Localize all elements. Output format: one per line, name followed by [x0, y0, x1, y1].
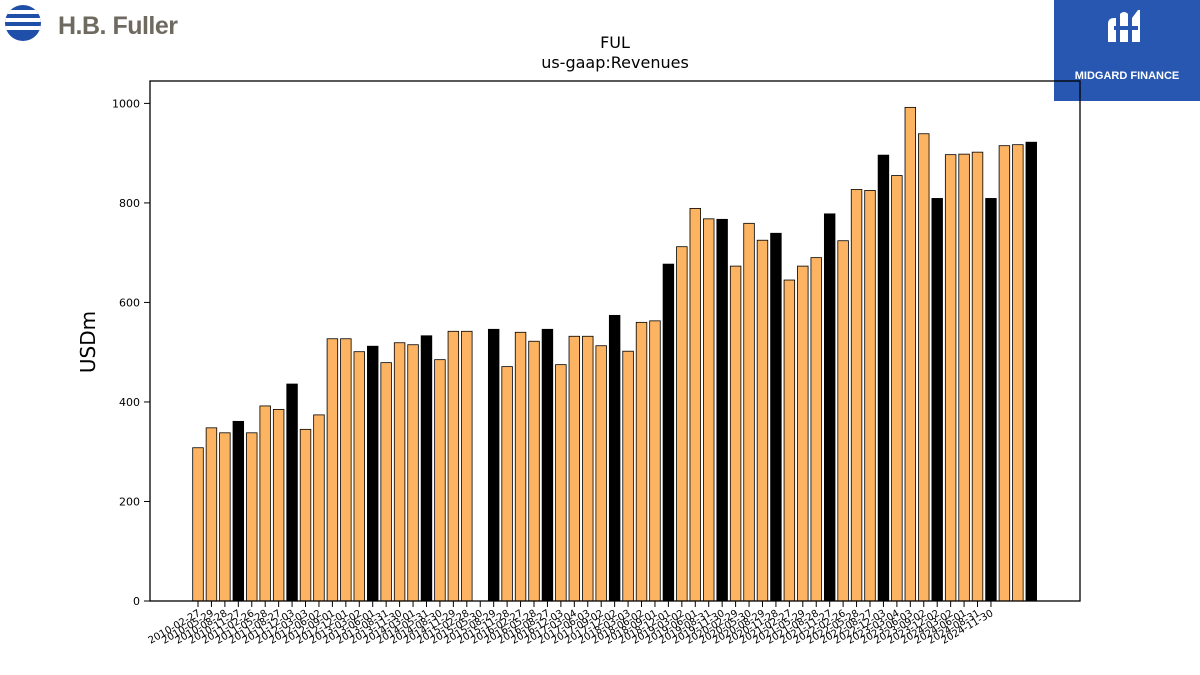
hb-fuller-logo: H.B. Fuller [4, 4, 204, 44]
bar [676, 246, 688, 602]
bar [420, 335, 433, 602]
bar [743, 222, 755, 602]
y-tick-label: 800 [119, 197, 140, 210]
bar [272, 409, 285, 602]
bar [823, 213, 836, 602]
bar [649, 320, 661, 602]
y-tick-label: 600 [119, 296, 140, 309]
bar [944, 154, 957, 602]
bar [810, 257, 822, 602]
bar [756, 239, 769, 602]
midgard-finance-logo: MIDGARD FINANCE [1054, 0, 1200, 101]
bar [313, 414, 325, 602]
bar [232, 420, 245, 602]
x-axis-ticks: 2010-02-272010-05-292010-08-282010-11-27… [147, 601, 995, 647]
y-tick-label: 0 [133, 595, 140, 608]
midgard-logo-text: MIDGARD FINANCE [1074, 70, 1180, 82]
bar [340, 338, 352, 602]
bar [568, 335, 581, 602]
bar [353, 351, 365, 602]
bar [998, 145, 1011, 602]
y-tick-label: 200 [119, 495, 140, 508]
bar [662, 263, 675, 602]
y-axis-ticks: 0 200 400 600 800 1000 [112, 97, 150, 608]
bar [904, 106, 917, 602]
bar [958, 153, 970, 602]
bar [380, 362, 392, 602]
bar [299, 428, 312, 602]
bar [797, 265, 809, 602]
bar [286, 383, 298, 602]
bar [918, 133, 930, 602]
bar [461, 330, 473, 602]
bar [514, 331, 527, 602]
bar [703, 218, 715, 602]
bar [219, 432, 231, 602]
plot-frame [149, 80, 1081, 602]
bar [192, 447, 204, 602]
bar [864, 190, 876, 602]
bar [850, 189, 863, 602]
bar [1012, 144, 1024, 602]
bar [635, 321, 648, 602]
bar [729, 265, 742, 602]
bar [837, 240, 849, 602]
bar [1025, 141, 1037, 602]
bar [205, 427, 218, 602]
bar [931, 198, 943, 602]
bar [259, 405, 271, 602]
hb-fuller-logo-icon [5, 5, 41, 41]
bar [622, 350, 634, 602]
bar [985, 198, 997, 602]
bar [608, 314, 621, 602]
bar [770, 232, 782, 602]
bar [393, 342, 406, 602]
bar [447, 330, 460, 602]
chart-subtitle: us-gaap:Revenues [541, 53, 689, 72]
chart-title: FUL [600, 33, 630, 52]
bar [541, 328, 554, 602]
bar [877, 154, 890, 602]
bar [367, 345, 379, 602]
bar [555, 364, 567, 602]
hb-fuller-logo-text: H.B. Fuller [58, 12, 178, 40]
midgard-logo-icon [1108, 10, 1140, 42]
bar [434, 359, 446, 602]
y-axis-label: USDm [76, 311, 100, 373]
bar [246, 432, 258, 602]
bar [595, 345, 607, 602]
y-tick-label: 400 [119, 396, 140, 409]
bar [971, 151, 984, 602]
bar [783, 279, 796, 602]
bar [407, 344, 419, 602]
bar [487, 328, 500, 602]
bar [689, 207, 701, 602]
bar [582, 335, 594, 602]
bar [716, 218, 728, 602]
bar [501, 366, 513, 602]
bar [891, 175, 903, 602]
y-tick-label: 1000 [112, 97, 140, 110]
bar [528, 340, 540, 602]
bars-group [192, 106, 1037, 602]
bar [326, 338, 339, 602]
